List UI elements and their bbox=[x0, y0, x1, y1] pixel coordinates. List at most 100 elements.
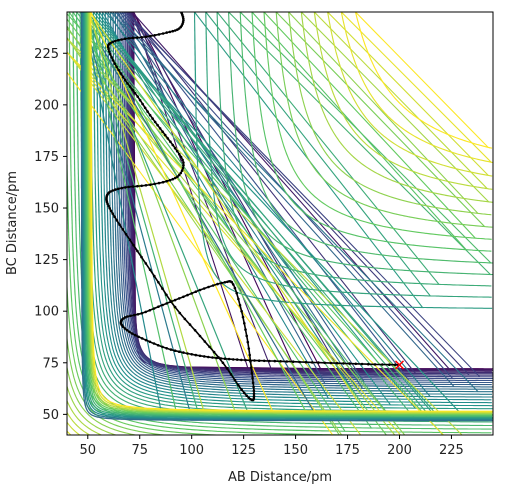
trajectory-point bbox=[393, 363, 397, 367]
trajectory-point bbox=[212, 350, 216, 354]
contour-line bbox=[125, 12, 493, 378]
trajectory-point bbox=[165, 179, 168, 183]
trajectory-point bbox=[109, 41, 112, 45]
trajectory-point bbox=[173, 176, 177, 180]
trajectory-point bbox=[158, 127, 162, 130]
trajectory-point bbox=[109, 209, 113, 213]
trajectory-point bbox=[186, 352, 189, 355]
x-tick-label: 100 bbox=[179, 443, 204, 458]
trajectory-point bbox=[128, 85, 132, 88]
contour-line bbox=[300, 12, 493, 203]
contour-line bbox=[89, 12, 493, 413]
trajectory-point bbox=[123, 37, 127, 41]
trajectory-point bbox=[120, 38, 123, 41]
trajectory-point bbox=[111, 59, 115, 62]
contour-line bbox=[67, 51, 362, 435]
contour-line bbox=[68, 12, 492, 434]
trajectory-point bbox=[131, 88, 134, 92]
trajectory-point bbox=[291, 360, 295, 364]
y-tick-label: 100 bbox=[34, 305, 59, 320]
trajectory-point bbox=[173, 349, 177, 353]
trajectory-point bbox=[342, 362, 345, 365]
trajectory-point bbox=[373, 363, 377, 366]
x-axis-label: AB Distance/pm bbox=[228, 470, 332, 485]
trajectory-point bbox=[233, 286, 237, 290]
trajectory-point bbox=[243, 322, 246, 325]
trajectory-point bbox=[235, 358, 239, 361]
trajectory-point bbox=[175, 149, 179, 153]
trajectory-point bbox=[388, 363, 391, 367]
trajectory-point bbox=[136, 313, 140, 316]
x-tick-label: 200 bbox=[387, 443, 412, 458]
trajectory-point bbox=[165, 293, 168, 297]
trajectory-point bbox=[171, 177, 174, 181]
trajectory-point bbox=[173, 146, 177, 150]
trajectory-point bbox=[148, 340, 152, 344]
trajectory-point bbox=[141, 102, 144, 106]
trajectory-point bbox=[240, 358, 243, 362]
trajectory-point bbox=[262, 359, 266, 363]
trajectory-point bbox=[165, 347, 168, 350]
trajectory-point bbox=[173, 29, 177, 32]
contour-line bbox=[275, 12, 493, 228]
y-tick-label: 75 bbox=[42, 356, 59, 371]
trajectory-point bbox=[156, 123, 159, 127]
trajectory-point bbox=[173, 298, 177, 302]
trajectory-point bbox=[109, 190, 112, 193]
trajectory-point bbox=[115, 219, 119, 222]
contour-line bbox=[216, 12, 492, 287]
trajectory-point bbox=[121, 228, 124, 231]
trajectory-point bbox=[144, 338, 148, 342]
trajectory-point bbox=[182, 161, 185, 164]
trajectory-point bbox=[186, 293, 189, 297]
trajectory-start-marker bbox=[394, 360, 405, 370]
trajectory-point bbox=[157, 305, 160, 309]
trajectory-point bbox=[183, 317, 187, 321]
trajectory-point bbox=[114, 188, 117, 191]
trajectory-point bbox=[173, 305, 177, 309]
x-tick-label: 50 bbox=[80, 443, 97, 458]
trajectory-point bbox=[140, 36, 143, 39]
trajectory-point bbox=[165, 302, 168, 305]
trajectory-point bbox=[111, 40, 114, 44]
trajectory-point bbox=[182, 351, 185, 354]
trajectory-point bbox=[223, 281, 227, 284]
trajectory-point bbox=[133, 91, 137, 95]
trajectory-point bbox=[198, 288, 202, 292]
trajectory-point bbox=[136, 95, 139, 98]
y-axis-label: BC Distance/pm bbox=[5, 171, 20, 275]
trajectory-point bbox=[194, 290, 198, 294]
trajectory-point bbox=[169, 299, 172, 303]
trajectory-point bbox=[129, 314, 132, 318]
trajectory-point bbox=[211, 356, 214, 359]
trajectory-point bbox=[143, 106, 147, 110]
trajectory-point bbox=[231, 358, 235, 361]
trajectory-point bbox=[202, 355, 206, 358]
trajectory-point bbox=[247, 396, 251, 400]
trajectory-point bbox=[360, 362, 364, 366]
trajectory-point bbox=[153, 120, 157, 124]
trajectory-point bbox=[153, 274, 156, 278]
trajectory-point bbox=[131, 36, 135, 40]
trajectory-point bbox=[128, 238, 132, 241]
trajectory-point bbox=[203, 340, 207, 343]
trajectory-point bbox=[151, 117, 154, 120]
trajectory-point bbox=[182, 295, 185, 299]
trajectory-point bbox=[136, 184, 139, 188]
trajectory-point bbox=[235, 291, 238, 295]
trajectory-point bbox=[329, 361, 333, 365]
trajectory-point bbox=[245, 394, 248, 398]
trajectory-point bbox=[247, 347, 251, 350]
contour-line bbox=[72, 12, 492, 430]
trajectory-point bbox=[233, 378, 237, 382]
trajectory-point bbox=[108, 207, 111, 210]
contour-line bbox=[129, 12, 493, 373]
contour-line bbox=[340, 12, 493, 164]
trajectory-point bbox=[181, 166, 185, 170]
trajectory-point bbox=[225, 367, 229, 370]
trajectory-point bbox=[244, 328, 247, 331]
contour-line bbox=[85, 12, 493, 417]
trajectory-point bbox=[111, 212, 114, 215]
trajectory-point bbox=[161, 303, 164, 307]
trajectory-point bbox=[123, 78, 127, 82]
